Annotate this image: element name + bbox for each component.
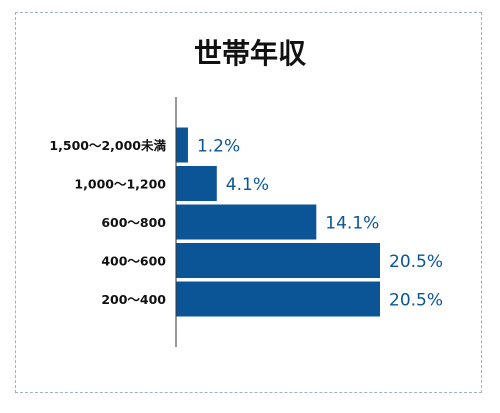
- bar: [176, 127, 188, 163]
- value-label: 14.1%: [325, 214, 379, 234]
- value-label: 4.1%: [226, 175, 269, 195]
- bar: [176, 243, 380, 278]
- chart-title: 世帯年収: [193, 37, 306, 70]
- category-label: 1,500～2,000未満: [49, 138, 166, 153]
- value-label: 20.5%: [389, 252, 443, 272]
- category-label: 400～600: [101, 254, 166, 269]
- chart-frame: [15, 12, 482, 393]
- value-label: 1.2%: [197, 137, 240, 157]
- bar: [176, 166, 217, 201]
- category-label: 600～800: [101, 215, 166, 230]
- category-label: 1,000～1,200: [74, 177, 166, 192]
- value-label: 20.5%: [389, 291, 443, 311]
- bar: [176, 281, 380, 317]
- category-label: 200～400: [101, 292, 166, 307]
- bar: [176, 204, 317, 240]
